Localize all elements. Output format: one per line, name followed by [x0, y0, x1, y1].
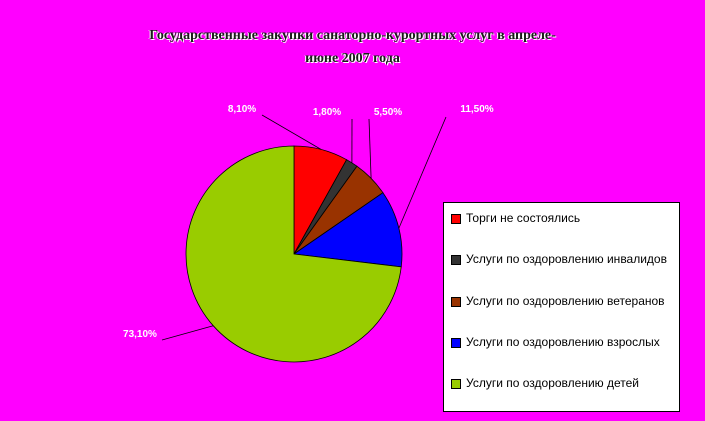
- legend-label-1: Торги не состоялись: [466, 211, 581, 225]
- leader-line-3: [368, 118, 372, 179]
- legend-label-3: Услуги по оздоровлению ветеранов: [466, 294, 665, 308]
- legend-label-5: Услуги по оздоровлению детей: [466, 376, 639, 390]
- pie-slices: [185, 145, 403, 363]
- legend: Торги не состоялись Услуги по оздоровлен…: [443, 202, 680, 412]
- leader-line-4: [398, 116, 447, 229]
- data-label-1: 8,10%: [228, 104, 256, 115]
- chart-title-line-2: июне 2007 года: [305, 51, 400, 66]
- legend-item-1: Торги не состоялись: [451, 211, 681, 226]
- legend-item-5: Услуги по оздоровлению детей: [451, 376, 681, 391]
- legend-swatch-4: [451, 338, 461, 348]
- pie-slice-5: [185, 145, 402, 363]
- data-labels: 8,10% 1,80% 5,50% 11,50% 73,10%: [123, 104, 494, 340]
- leader-line-5: [161, 325, 214, 341]
- legend-swatch-5: [451, 379, 461, 389]
- legend-item-4: Услуги по оздоровлению взрослых: [451, 335, 681, 350]
- chart-title: Государственные закупки санаторно-курорт…: [0, 24, 705, 70]
- pie-slice-4: [292, 192, 403, 268]
- legend-swatch-1: [451, 214, 461, 224]
- legend-swatch-3: [451, 297, 461, 307]
- data-label-2: 1,80%: [313, 107, 341, 118]
- leader-lines: [161, 114, 447, 341]
- legend-swatch-2: [451, 255, 461, 265]
- legend-label-4: Услуги по оздоровлению взрослых: [466, 335, 660, 349]
- legend-item-2: Услуги по оздоровлению инвалидов: [451, 252, 681, 267]
- data-label-4: 11,50%: [460, 104, 493, 115]
- leader-line-1: [261, 114, 322, 150]
- data-label-5: 73,10%: [123, 329, 157, 340]
- legend-label-2: Услуги по оздоровлению инвалидов: [466, 252, 667, 266]
- legend-item-3: Услуги по оздоровлению ветеранов: [451, 294, 681, 309]
- data-label-3: 5,50%: [374, 107, 402, 118]
- chart-title-line-1: Государственные закупки санаторно-курорт…: [149, 28, 556, 43]
